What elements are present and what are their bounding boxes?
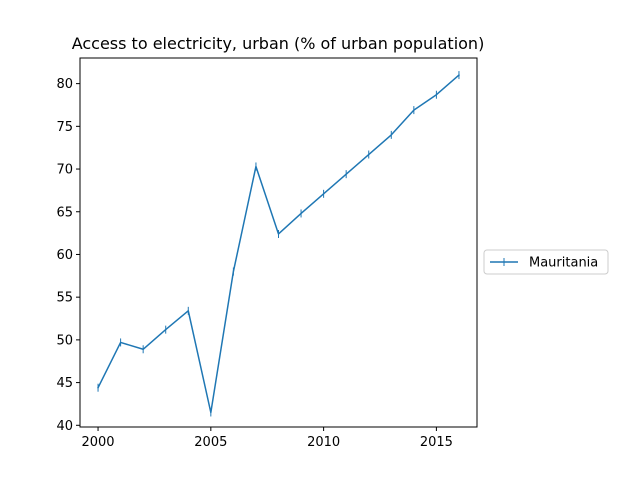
y-tick-label: 80 [56,77,73,92]
x-tick-label: 2005 [194,435,227,450]
legend: Mauritania [483,249,609,275]
legend-box [483,249,609,275]
y-tick-label: 60 [56,248,73,263]
legend-label: Mauritania [529,256,598,271]
y-tick-label: 55 [56,291,73,306]
y-tick-label: 40 [56,419,73,434]
x-tick-label: 2010 [307,435,340,450]
y-tick-label: 75 [56,120,73,135]
plot-frame [79,57,478,428]
y-tick-label: 50 [56,333,73,348]
y-tick-label: 45 [56,376,73,391]
axes: 2000 2005 2010 2015 40 45 50 55 60 65 70 75 80 [56,57,478,450]
chart-title: Access to electricity, urban (% of urban… [72,34,485,53]
plot-area [97,71,461,417]
x-tick-label: 2015 [420,435,453,450]
y-tick-label: 65 [56,205,73,220]
y-tick-label: 70 [56,163,73,178]
x-tick-label: 2000 [81,435,114,450]
